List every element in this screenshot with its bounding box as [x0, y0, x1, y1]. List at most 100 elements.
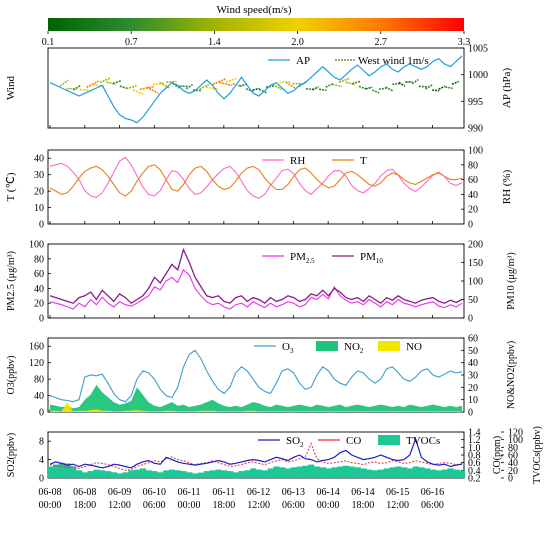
- tvocs-bar: [93, 469, 100, 478]
- y-tick-label-left: 10: [34, 203, 44, 214]
- y-tick-label-right: 10: [468, 395, 478, 406]
- legend-o3-label: O3: [282, 341, 294, 355]
- tvocs-bar: [81, 472, 88, 479]
- tvocs-bar: [139, 468, 146, 478]
- y-tick-label-right-2: 100: [508, 435, 523, 446]
- series-t-line: [49, 164, 463, 197]
- colorbar-tick-label: 3.3: [458, 37, 471, 48]
- y-tick-label-right: 0: [468, 314, 473, 325]
- wind-arrow: [192, 89, 202, 92]
- panel-frame: [47, 243, 465, 319]
- x-tick-label-date: 06-13: [282, 487, 305, 498]
- tvocs-bar: [122, 472, 129, 479]
- legend-co-label: CO: [346, 435, 361, 447]
- x-tick-label-date: 06-08: [73, 487, 96, 498]
- series-so2-line: [49, 437, 463, 469]
- tvocs-bar: [273, 466, 280, 478]
- x-tick-label-time: 00:00: [39, 500, 62, 511]
- tvocs-bar: [116, 473, 123, 478]
- x-tick-label-time: 06:00: [282, 500, 305, 511]
- y-tick-label-left: 20: [34, 187, 44, 198]
- wind-arrow: [219, 81, 233, 87]
- tvocs-bar: [285, 468, 292, 478]
- wind-arrow: [166, 80, 177, 83]
- tvocs-bar: [319, 467, 326, 478]
- panel-frame: [47, 47, 465, 129]
- x-tick-label-time: 00:00: [178, 500, 201, 511]
- y-tick-label-right: 0.2: [468, 474, 481, 485]
- y-axis-label-wind: Wind: [5, 76, 17, 100]
- y-tick-label-left: 40: [34, 284, 44, 295]
- legend-t-label: T: [360, 155, 367, 167]
- legend-no2-label: NO2: [344, 341, 364, 355]
- legend-no-swatch: [378, 341, 400, 351]
- tvocs-bar: [435, 470, 442, 478]
- wind-arrow: [378, 87, 388, 91]
- colorbar-tick-label: 0.1: [42, 37, 55, 48]
- x-tick-label-date: 06-12: [247, 487, 270, 498]
- x-tick-label-date: 06-14: [316, 487, 339, 498]
- wind-arrow: [385, 86, 394, 92]
- y-tick-label-left: 80: [34, 254, 44, 265]
- tvocs-bar: [250, 468, 257, 478]
- tvocs-bar: [459, 470, 466, 478]
- tvocs-bar: [331, 467, 338, 478]
- y-tick-label-right: 20: [468, 205, 478, 216]
- tvocs-bar: [406, 468, 413, 478]
- wind-arrow: [345, 81, 356, 86]
- series-pm25-line: [49, 268, 463, 310]
- wind-arrow: [305, 87, 314, 91]
- tvocs-bar: [325, 468, 332, 478]
- y-tick-label-left: 0: [39, 220, 44, 231]
- x-tick-label-date: 06-16: [421, 487, 444, 498]
- legend-rh-label: RH: [290, 155, 305, 167]
- tvocs-bar: [267, 468, 274, 478]
- y-tick-label-left: 40: [34, 154, 44, 165]
- wind-arrow: [206, 86, 219, 90]
- x-tick-label-date: 06-15: [386, 487, 409, 498]
- y-tick-label-left: 60: [34, 269, 44, 280]
- legend-tvocs-label: TVOCs: [406, 435, 440, 447]
- wind-arrow: [332, 83, 342, 88]
- wind-arrow: [398, 81, 406, 87]
- colorbar-tick-label: 2.0: [291, 37, 304, 48]
- wind-arrow: [212, 78, 226, 86]
- y-tick-label-right: 0.6: [468, 458, 481, 469]
- y-tick-label-left: 120: [29, 358, 44, 369]
- tvocs-bar: [128, 470, 135, 478]
- y-tick-label-left: 4: [39, 455, 44, 466]
- y-tick-label-right: 1.4: [468, 428, 481, 439]
- wind-arrow: [126, 85, 137, 90]
- wind-arrow: [325, 82, 334, 88]
- wind-arrow: [392, 82, 401, 86]
- tvocs-bar: [198, 472, 205, 478]
- tvocs-bar: [145, 470, 152, 478]
- tvocs-bar: [308, 464, 315, 478]
- y-axis-label-o3: O3(ppbv): [6, 356, 17, 395]
- y-tick-label-left: 0: [39, 408, 44, 419]
- wind-arrow: [445, 86, 453, 90]
- x-tick-label-time: 18:00: [212, 500, 235, 511]
- y-axis-label-ap: AP (hPa): [501, 68, 513, 109]
- tvocs-bar: [418, 467, 425, 478]
- x-tick-label-date: 06-11: [178, 487, 201, 498]
- series-co-line: [49, 442, 463, 471]
- tvocs-bar: [337, 466, 344, 478]
- wind-arrow: [199, 83, 210, 91]
- y-tick-label-right: 60: [468, 175, 478, 186]
- y-tick-label-right: 1.0: [468, 443, 481, 454]
- tvocs-bar: [134, 469, 141, 478]
- y-axis-label-t: T (℃): [5, 172, 17, 201]
- wind-arrow: [279, 80, 292, 84]
- wind-arrow: [338, 77, 350, 84]
- wind-arrow: [352, 80, 361, 85]
- y-tick-label-right: 0.4: [468, 466, 481, 477]
- wind-arrow: [106, 81, 117, 86]
- tvocs-bar: [314, 466, 321, 478]
- x-tick-label-date: 06-14: [351, 487, 374, 498]
- legend-tvocs-swatch: [378, 435, 400, 445]
- legend-pm25-label: PM2.5: [290, 251, 315, 265]
- tvocs-bar: [209, 470, 216, 478]
- tvocs-bar: [372, 470, 379, 478]
